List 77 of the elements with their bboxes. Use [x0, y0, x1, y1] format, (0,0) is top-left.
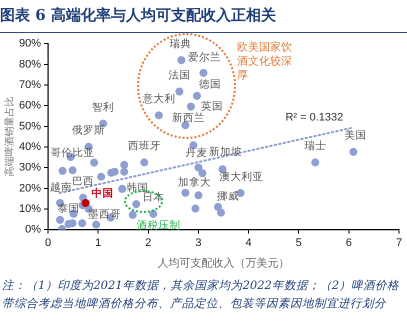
y-tick-label: 40%: [18, 140, 42, 153]
point: [132, 200, 140, 208]
point: [311, 158, 320, 166]
point: [58, 166, 67, 175]
annotation: 德国: [198, 78, 221, 91]
point: [90, 158, 98, 167]
y-tick-label: 90%: [18, 38, 42, 50]
point: [198, 169, 206, 178]
annotation: 瑞典: [169, 36, 192, 50]
point: [194, 191, 202, 200]
annotation: 澳大利亚: [220, 170, 264, 183]
point: [186, 102, 195, 111]
point: [181, 188, 190, 197]
annotation: 意大利: [141, 92, 176, 106]
point: [120, 168, 128, 176]
point: [110, 168, 119, 176]
annotation: 美国: [344, 128, 366, 142]
annotation: 瑞士: [304, 139, 326, 152]
chart-title: 图表 6 高端化率与人均可支配收入正相关: [0, 6, 407, 33]
annotation: 酒税压制: [136, 218, 180, 232]
annotation: 哥伦比亚: [50, 146, 95, 159]
point: [214, 202, 222, 211]
x-tick-label: 2: [145, 237, 152, 250]
annotation: 爱尔兰: [188, 50, 221, 64]
point: [56, 216, 64, 224]
annotation: 巴西: [72, 176, 94, 188]
point: [68, 219, 77, 228]
annotation: 加拿大: [178, 176, 211, 189]
annotation: 俄罗斯: [72, 123, 106, 136]
y-axis-title: 高端啤酒销量占比: [4, 96, 16, 177]
y-tick-label: 0%: [25, 224, 42, 236]
annotation: 西班牙: [128, 139, 161, 152]
point: [192, 92, 201, 100]
annotation: 欧美国家饮酒文化较深厚: [237, 40, 292, 82]
point: [82, 198, 90, 207]
x-tick-label: 0: [44, 237, 52, 250]
x-tick-label: 5: [296, 237, 302, 250]
annotation: 英国: [200, 99, 223, 112]
y-tick-label: 50%: [18, 120, 42, 132]
point: [191, 204, 200, 213]
x-tick-label: 7: [396, 237, 402, 250]
point: [140, 158, 148, 166]
point: [97, 172, 106, 181]
point: [349, 148, 358, 156]
point: [177, 56, 186, 64]
point: [68, 166, 77, 174]
point: [199, 68, 208, 77]
annotation: 丹麦: [185, 146, 208, 160]
y-tick-label: 80%: [18, 58, 42, 70]
y-tick-label: 30%: [18, 162, 42, 174]
y-tick-label: 10%: [18, 202, 42, 215]
point: [78, 219, 86, 228]
annotation: 墨西哥: [88, 208, 122, 220]
y-tick-label: 60%: [18, 100, 42, 112]
point: [120, 160, 128, 169]
annotation: 中国: [92, 186, 114, 200]
point: [217, 208, 225, 217]
x-tick-label: 6: [346, 237, 352, 250]
annotation: R² = 0.1332: [285, 112, 344, 124]
annotation: 智利: [92, 100, 114, 114]
point: [92, 220, 100, 229]
annotation: 越南: [50, 180, 72, 194]
point: [175, 88, 184, 96]
y-tick-label: 20%: [18, 182, 42, 194]
x-tick-label: 1: [95, 237, 102, 250]
annotation: 新西兰: [172, 110, 205, 124]
point: [194, 164, 202, 172]
x-tick-label: 4: [246, 237, 252, 250]
x-axis-title: 人均可支配收入（万美元）: [158, 256, 290, 270]
annotation: 法国: [168, 68, 190, 82]
point: [118, 184, 126, 193]
text: 注：（1）印度为2021年数据，其余国家均为2022年数据；（2）啤酒价格带综合考虑当地啤酒价格分布、产品定位、包装等因素因地制宜进行划分: [2, 277, 400, 312]
point: [154, 111, 163, 120]
annotation: 挪威: [216, 190, 239, 203]
y-tick-label: 70%: [18, 78, 42, 91]
point: [128, 210, 137, 219]
x-tick-label: 3: [195, 237, 202, 250]
